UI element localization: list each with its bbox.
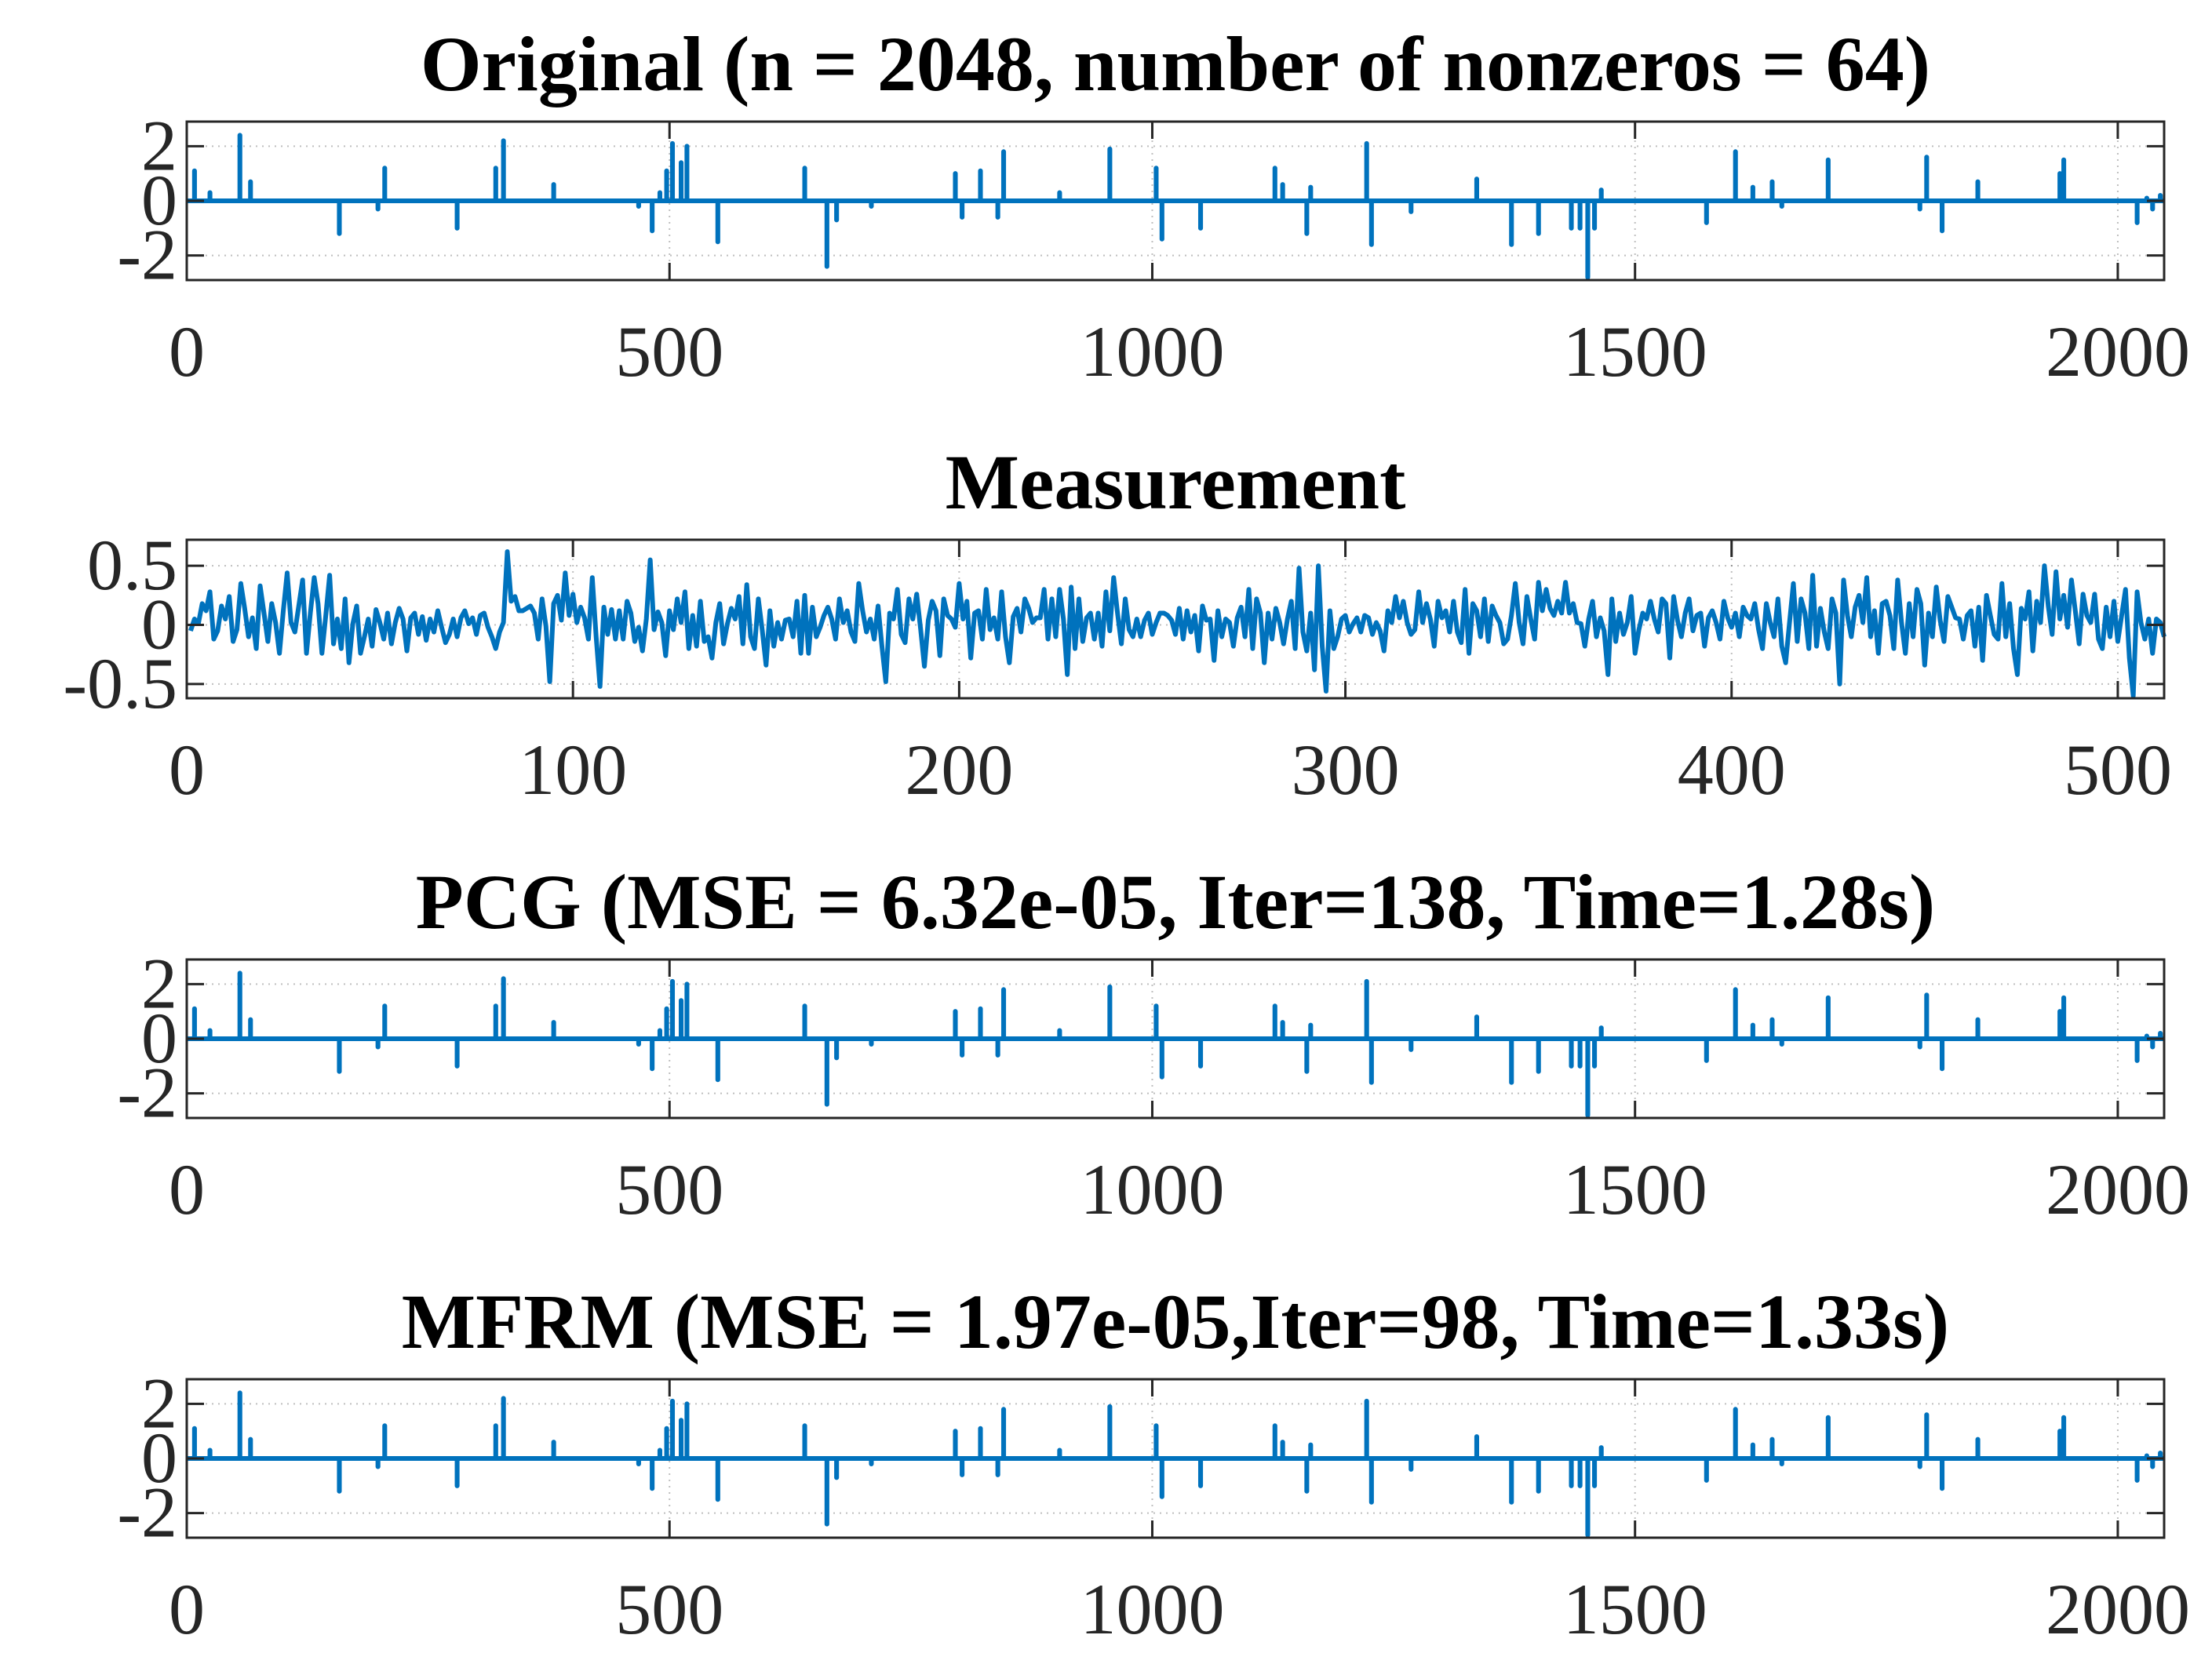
y-tick-label: -2 [117, 215, 177, 295]
subplot-4: MFRM (MSE = 1.97e-05,Iter=98, Time=1.33s… [117, 1278, 2190, 1649]
y-tick-label: 0 [141, 584, 177, 665]
data-line [187, 133, 2163, 280]
y-tick-label: 0 [141, 1418, 177, 1498]
y-tick-label: 2 [141, 1363, 177, 1443]
grid [187, 959, 2164, 1118]
grid [187, 1379, 2164, 1538]
x-tick-label: 500 [615, 1569, 723, 1649]
x-tick-label: 100 [519, 730, 627, 810]
x-tick-label: 0 [169, 1149, 205, 1229]
y-tick-label: -2 [117, 1053, 177, 1133]
y-tick-label: 0 [141, 160, 177, 240]
subplot-2-title: Measurement [946, 439, 1406, 526]
grid [187, 122, 2164, 280]
x-tick-label: 200 [905, 730, 1013, 810]
subplot-3: PCG (MSE = 6.32e-05, Iter=138, Time=1.28… [117, 858, 2190, 1229]
x-tick-label: 500 [2064, 730, 2172, 810]
grid [187, 540, 2164, 698]
subplot-1: Original (n = 2048, number of nonzeros =… [117, 20, 2190, 391]
x-tick-label: 1500 [1563, 1149, 1707, 1229]
data-line [187, 970, 2163, 1118]
y-tick-label: -0.5 [63, 643, 177, 723]
x-tick-label: 2000 [2046, 1149, 2190, 1229]
x-tick-label: 0 [169, 1569, 205, 1649]
axes-box [185, 538, 2166, 700]
x-tick-label: 1500 [1563, 1569, 1707, 1649]
subplot-1-title: Original (n = 2048, number of nonzeros =… [421, 20, 1930, 107]
x-tick-label: 1000 [1080, 1569, 1224, 1649]
subplot-4-title: MFRM (MSE = 1.97e-05,Iter=98, Time=1.33s… [402, 1278, 1949, 1365]
x-tick-label: 2000 [2046, 1569, 2190, 1649]
y-tick-label: 2 [141, 943, 177, 1023]
y-tick-label: 0.5 [87, 525, 177, 605]
x-tick-label: 1500 [1563, 311, 1707, 391]
x-tick-label: 500 [615, 1149, 723, 1229]
x-tick-label: 2000 [2046, 311, 2190, 391]
y-tick-label: -2 [117, 1473, 177, 1553]
x-tick-label: 1000 [1080, 1149, 1224, 1229]
data-line [188, 549, 2166, 698]
y-tick-label: 0 [141, 998, 177, 1078]
x-tick-label: 500 [615, 311, 723, 391]
x-tick-label: 400 [1678, 730, 1786, 810]
data-line [187, 1390, 2163, 1538]
x-tick-label: 300 [1292, 730, 1400, 810]
y-tick-label: 2 [141, 105, 177, 185]
x-tick-label: 1000 [1080, 311, 1224, 391]
x-tick-label: 0 [169, 311, 205, 391]
x-tick-label: 0 [169, 730, 205, 810]
subplot-3-title: PCG (MSE = 6.32e-05, Iter=138, Time=1.28… [416, 858, 1935, 945]
